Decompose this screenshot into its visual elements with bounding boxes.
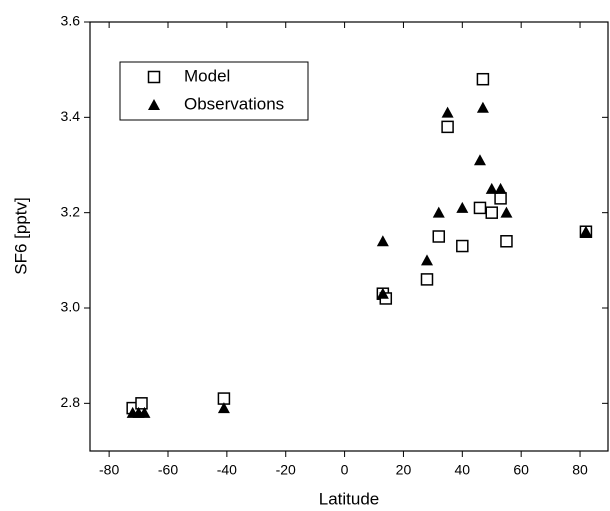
x-tick-label: 0 <box>341 462 349 478</box>
marker-square <box>441 120 454 134</box>
marker-triangle <box>420 254 433 266</box>
y-tick-label: 3.0 <box>61 299 81 315</box>
marker-triangle <box>500 206 513 218</box>
x-tick-label: 40 <box>455 462 471 478</box>
plot-frame <box>89 21 609 452</box>
marker-triangle <box>138 406 151 418</box>
marker-square <box>432 230 446 243</box>
y-tick-label: 2.8 <box>61 394 81 410</box>
x-tick-label: -40 <box>217 462 237 478</box>
marker-triangle <box>473 154 486 166</box>
marker-triangle <box>376 235 389 247</box>
legend-label: Observations <box>184 94 284 113</box>
marker-triangle <box>441 106 454 118</box>
marker-triangle <box>432 206 445 218</box>
y-tick-label: 3.4 <box>61 108 81 124</box>
y-tick-label: 3.6 <box>61 13 81 29</box>
x-tick-label: 20 <box>396 462 412 478</box>
marker-square <box>456 239 469 253</box>
legend-label: Model <box>184 66 230 85</box>
marker-triangle <box>494 182 507 194</box>
marker-square <box>473 201 487 215</box>
marker-square <box>135 397 148 410</box>
legend-marker <box>148 99 160 110</box>
marker-triangle <box>485 182 498 194</box>
marker-square <box>485 206 498 219</box>
marker-triangle <box>476 101 489 113</box>
x-tick-label: -80 <box>99 462 119 478</box>
marker-triangle <box>376 287 389 299</box>
x-axis-title: Latitude <box>319 489 380 508</box>
marker-square <box>420 273 434 286</box>
marker-square <box>500 235 513 248</box>
marker-square <box>494 192 507 205</box>
x-tick-label: -20 <box>276 462 296 478</box>
x-tick-label: 80 <box>572 462 588 478</box>
marker-triangle <box>217 402 230 414</box>
x-tick-label: 60 <box>513 462 529 478</box>
y-tick-label: 3.2 <box>61 203 81 219</box>
marker-triangle <box>456 201 469 213</box>
legend-marker <box>147 70 161 84</box>
marker-triangle <box>579 225 592 237</box>
y-axis-title: SF6 [pptv] <box>11 197 30 274</box>
x-tick-label: -60 <box>158 462 178 478</box>
legend-box <box>119 61 309 121</box>
marker-square <box>476 72 490 86</box>
